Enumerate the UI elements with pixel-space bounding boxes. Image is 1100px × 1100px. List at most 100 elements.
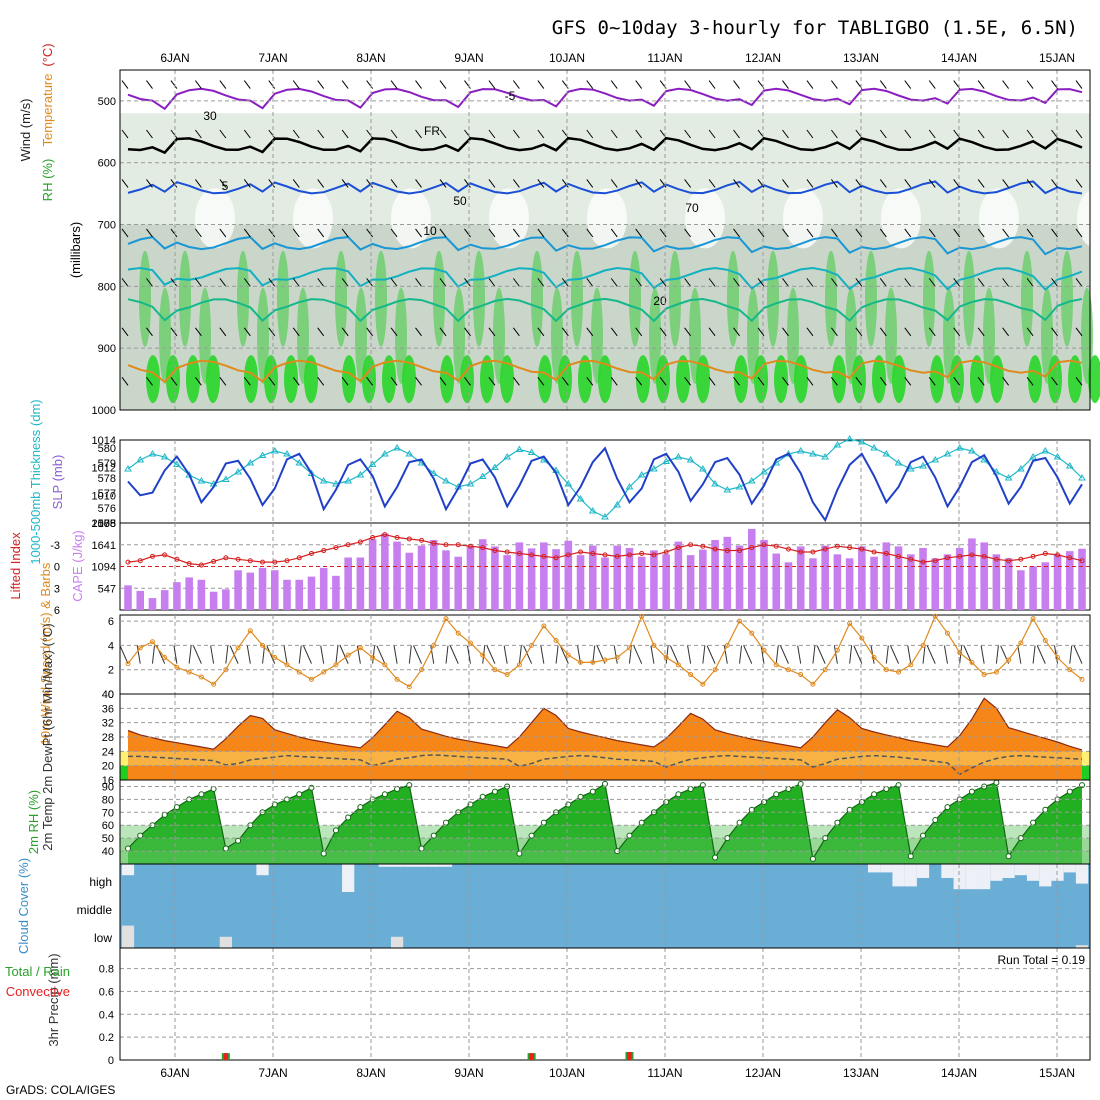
cape-bar — [197, 579, 206, 610]
cape-bar — [515, 542, 524, 610]
wind-barb-10m — [1032, 645, 1036, 664]
lifted-index-point — [883, 550, 889, 556]
cape-bar — [858, 546, 866, 610]
wind-barb — [243, 327, 251, 337]
lifted-index-point — [149, 553, 155, 559]
wind-barb — [146, 327, 153, 337]
rh-point — [577, 793, 584, 800]
wind-barb — [366, 376, 374, 386]
wind-barb — [170, 376, 178, 386]
cloud-high-bar — [953, 864, 966, 890]
cape-bar — [246, 572, 255, 610]
rh-cell-saturated — [734, 355, 748, 404]
wind-barb — [243, 228, 251, 238]
wind-speed-point — [247, 628, 253, 634]
day-label-bottom: 6JAN — [160, 1066, 189, 1080]
wind-barb-10m — [303, 645, 312, 664]
lifted-index-point — [957, 553, 963, 559]
wind-barb — [977, 129, 985, 139]
wind-barb-10m — [136, 645, 141, 664]
cape-bar — [625, 547, 634, 610]
thickness-label: 1000-500mb Thickness (dm) — [28, 399, 43, 564]
rh-cell-moist — [179, 250, 191, 347]
wind-barb — [121, 179, 129, 188]
thickness-point — [931, 456, 940, 463]
wind-speed-point — [1067, 667, 1073, 673]
wind-barb — [219, 179, 227, 188]
wind-barb — [439, 278, 447, 287]
cape-bar — [637, 556, 646, 610]
wind-barb — [977, 80, 985, 89]
wind-speed-point — [174, 664, 180, 670]
wind-barb — [659, 278, 667, 287]
slp-tick: 1012 — [92, 463, 116, 475]
rh-cell-moist — [865, 250, 877, 347]
rh-cell-moist — [1021, 250, 1033, 347]
wind-barb — [610, 179, 618, 188]
wind-barb — [292, 376, 300, 386]
wind-barb — [953, 278, 961, 287]
wind-barb — [317, 129, 325, 139]
cape-bar — [1041, 562, 1050, 610]
rh-point — [773, 791, 780, 798]
lifted-index-point — [993, 556, 999, 562]
wind-label: Wind (m/s) — [18, 99, 33, 162]
day-label-bottom: 12JAN — [745, 1066, 781, 1080]
wind-barb — [733, 179, 740, 188]
wind-barb — [292, 327, 300, 337]
cloud-high-bar — [916, 864, 930, 878]
day-label-top: 11JAN — [647, 51, 682, 65]
rh-cell-saturated — [578, 355, 592, 404]
rh-cell-saturated — [696, 355, 710, 404]
wind-barb — [1026, 228, 1034, 238]
cape-label: CAPE (J/kg) — [70, 530, 85, 602]
wind-barb — [904, 179, 912, 188]
cape-bar — [845, 558, 854, 610]
wind-barb-10m — [119, 645, 129, 664]
wind-barb — [317, 327, 325, 337]
lifted-index-point — [1042, 550, 1048, 556]
thickness-point — [723, 486, 732, 493]
lifted-index-point — [284, 558, 290, 564]
wind-barb-10m — [890, 645, 899, 664]
wind-barb — [1026, 278, 1034, 287]
total-rain-label: Total / Rain — [5, 964, 70, 979]
rh-cell-moist — [885, 287, 897, 384]
wind-barb — [1002, 228, 1010, 238]
lifted-index-line — [127, 533, 1083, 566]
li-tick: 0 — [54, 562, 60, 574]
thickness-point — [564, 480, 573, 487]
wind-barb — [757, 179, 765, 188]
cloud-high-bar — [121, 864, 135, 876]
wind-barb-10m — [503, 645, 508, 664]
cloud-high-bar — [390, 864, 404, 867]
millibars-label: (millibars) — [68, 222, 83, 278]
wind-barb — [243, 278, 251, 287]
rh-point — [797, 780, 804, 787]
rh2m-label: 2m RH (%) — [26, 790, 41, 854]
rh-point — [125, 845, 131, 852]
rh-band — [120, 851, 1090, 864]
wind-barb — [1075, 129, 1083, 139]
lifted-index-point — [247, 558, 253, 564]
wind-barb — [439, 80, 447, 89]
wind-speed-point — [1030, 616, 1036, 622]
rh-cell-saturated — [558, 355, 572, 404]
rh-point — [761, 798, 767, 805]
cape-bar — [711, 540, 719, 610]
wind-barb — [292, 129, 300, 139]
rh-cell-moist — [473, 250, 485, 347]
lifted-index-point — [529, 552, 535, 558]
rh-point — [479, 793, 486, 800]
wind-speed-point — [932, 613, 938, 619]
thickness-point — [809, 450, 817, 457]
cape-bar — [429, 540, 438, 610]
pressure-tick: 600 — [98, 158, 116, 170]
rh-point — [638, 819, 645, 826]
wind-barb — [121, 228, 129, 238]
wind-barb-10m — [853, 645, 863, 664]
upper-air-frame — [119, 69, 1091, 411]
wind-barb — [219, 376, 227, 386]
wind-speed-point — [626, 645, 632, 651]
lifted-index-point — [1079, 558, 1085, 564]
